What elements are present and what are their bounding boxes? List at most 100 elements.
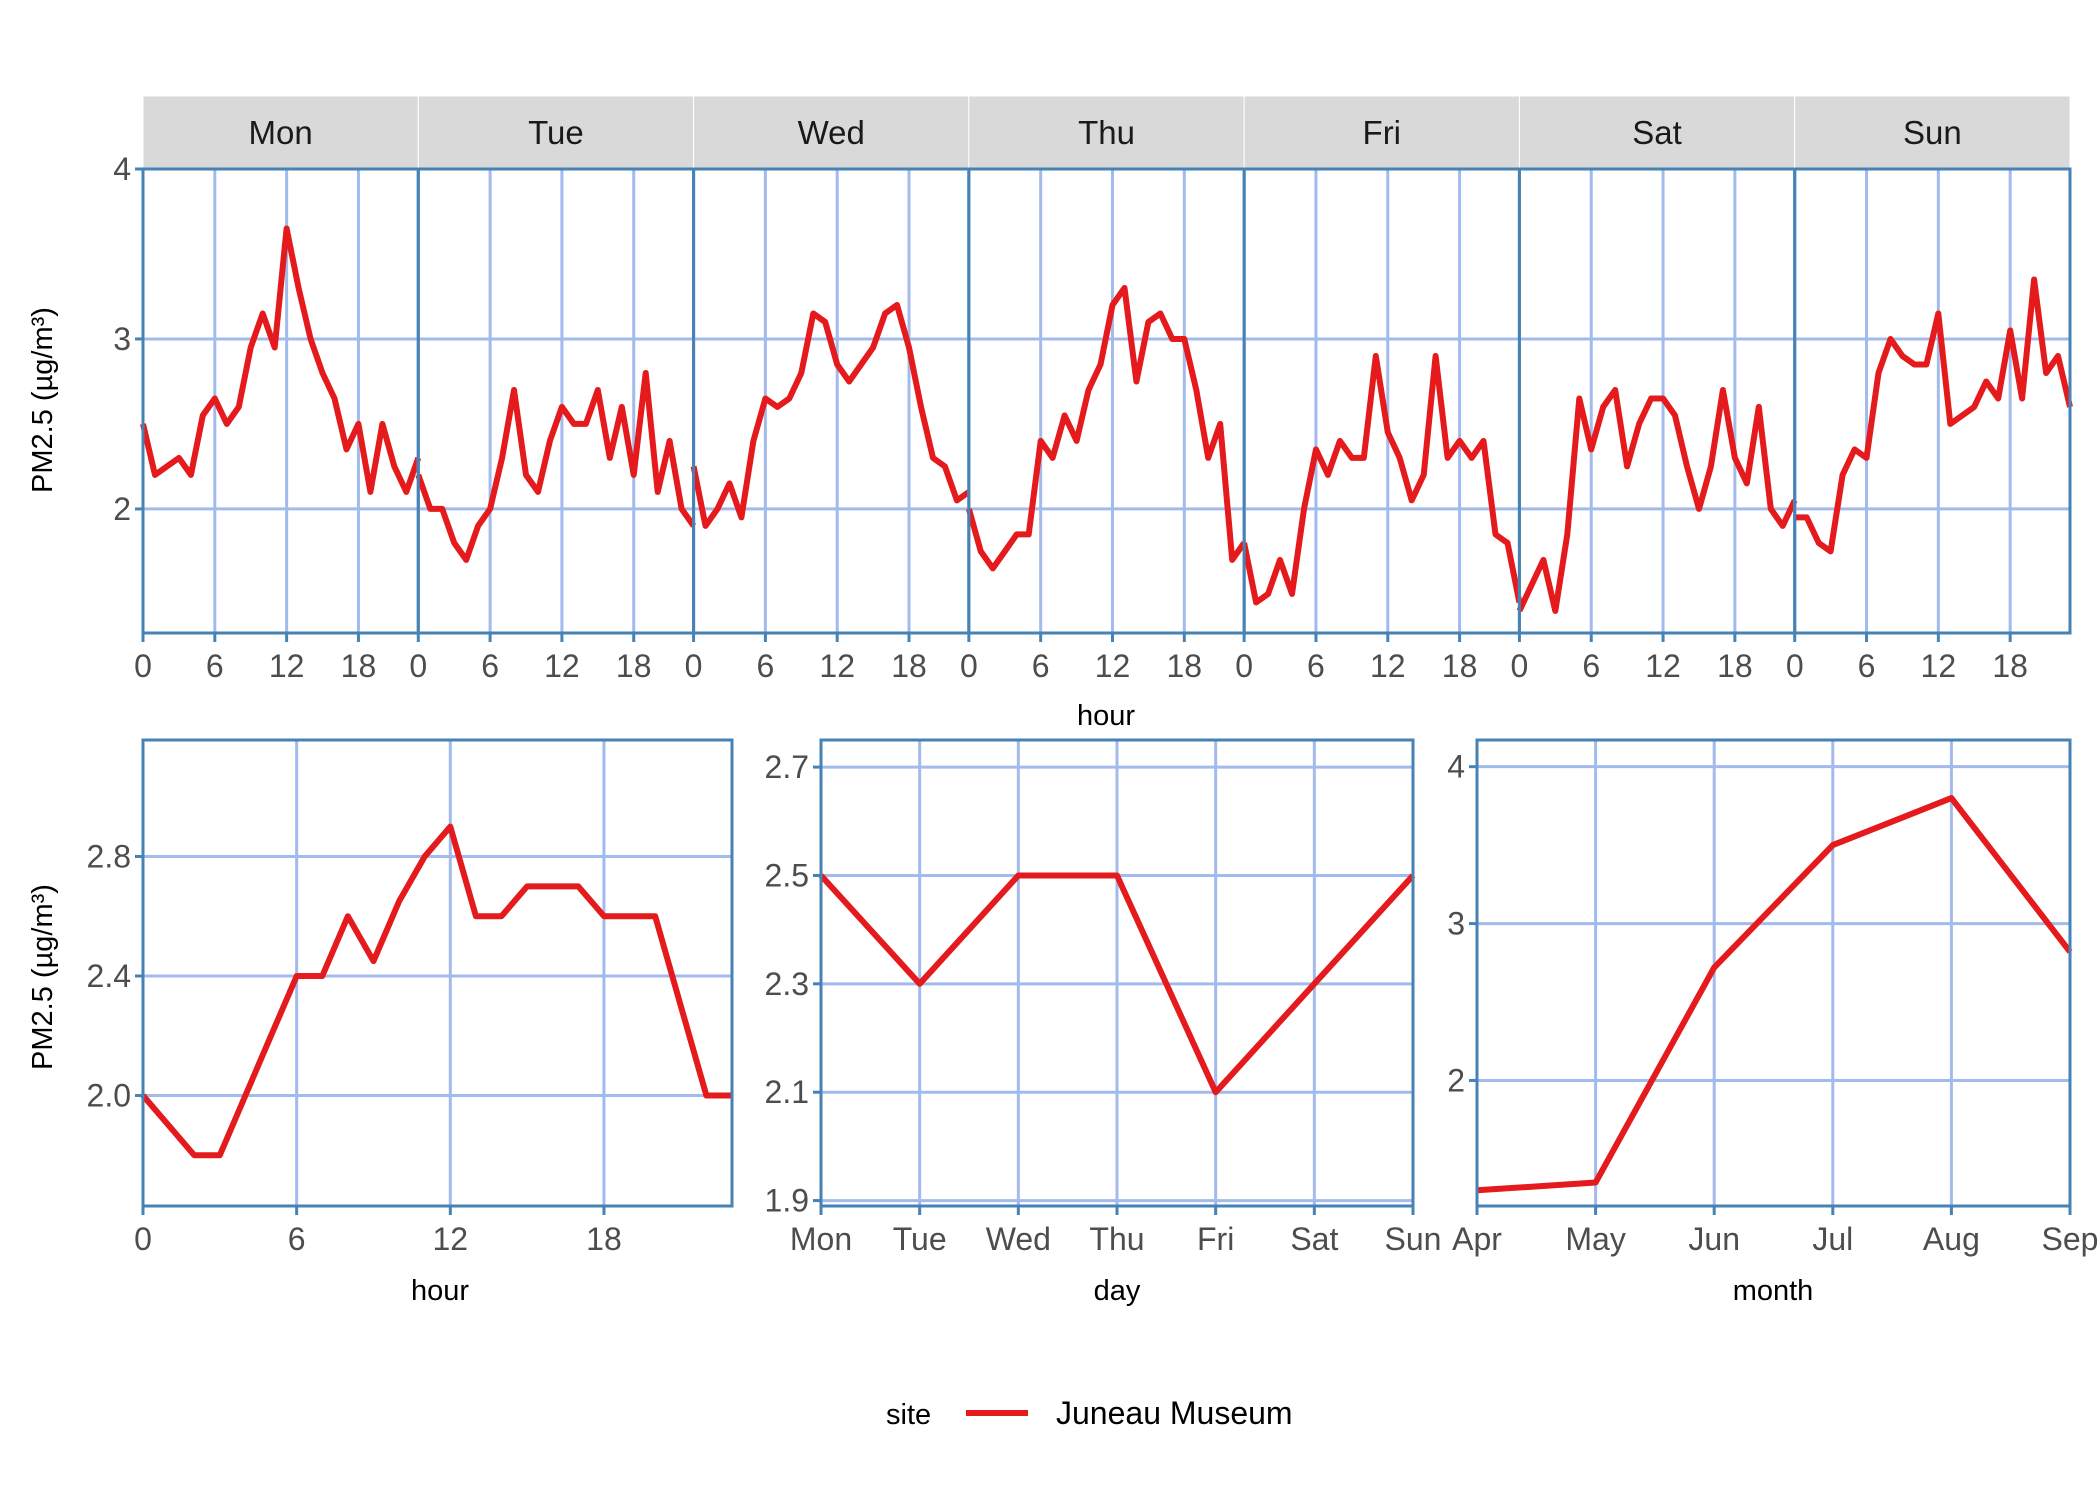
x-tick-label: 18	[341, 648, 377, 684]
series-line-wed	[690, 302, 971, 529]
x-tick-label: 6	[1032, 648, 1050, 684]
top-x-axis-title: hour	[1077, 700, 1135, 732]
x-tick-label: Jul	[1812, 1221, 1853, 1257]
x-tick-label: 6	[1582, 648, 1600, 684]
y-tick-label: 3	[1447, 906, 1465, 942]
x-tick-label: Aug	[1923, 1221, 1980, 1257]
legend-label: Juneau Museum	[1056, 1395, 1293, 1431]
series-line	[1476, 795, 2073, 1194]
facet-strip	[1243, 95, 1520, 170]
facet-strip-label: Fri	[1363, 114, 1401, 151]
y-tick-label: 4	[113, 151, 131, 187]
series-line-sun	[1794, 276, 2073, 555]
facet-strip	[1518, 95, 1796, 170]
series-line	[818, 872, 1416, 1096]
y-tick-label: 2.5	[765, 857, 809, 893]
x-tick-label: 12	[1921, 648, 1957, 684]
panel-border	[141, 738, 734, 1208]
panel-border	[1793, 167, 2072, 635]
series-line-mon	[140, 225, 422, 495]
legend: site Juneau Museum	[886, 1395, 1293, 1431]
panel-border	[967, 167, 1246, 635]
x-tick-label: 18	[891, 648, 927, 684]
panel-border	[1475, 738, 2072, 1208]
facet-panel-wed: Wed 0 6 12 18	[685, 95, 971, 684]
series-line	[140, 823, 732, 1159]
facet-strip-label: Sat	[1632, 114, 1682, 151]
x-tick-label: 6	[288, 1221, 306, 1257]
x-tick-label: 0	[685, 648, 703, 684]
series-line-fri	[1241, 353, 1523, 606]
x-tick-label: 12	[433, 1221, 469, 1257]
month-panel: 2 3 4 Apr May Jun Jul Aug Sep	[1447, 738, 2099, 1257]
x-tick-label: 6	[1307, 648, 1325, 684]
bottom-y-axis-title: PM2.5 (µg/m³)	[27, 884, 59, 1070]
facet-strip-label: Mon	[249, 114, 313, 151]
x-tick-label: 0	[1786, 648, 1804, 684]
y-tick-label: 4	[1447, 749, 1465, 785]
series-line-tue	[415, 370, 697, 563]
top-y-axis-title: PM2.5 (µg/m³)	[27, 307, 59, 493]
series-line-thu	[966, 285, 1247, 572]
y-tick-label: 2.4	[87, 958, 131, 994]
x-tick-label: 18	[1167, 648, 1203, 684]
x-tick-label: 0	[1511, 648, 1529, 684]
x-tick-label: 18	[1442, 648, 1478, 684]
x-tick-label: 12	[1645, 648, 1681, 684]
facet-panel-fri: Fri 0 6 12 18	[1235, 95, 1523, 684]
x-tick-label: 0	[409, 648, 427, 684]
x-tick-label: Thu	[1089, 1221, 1144, 1257]
x-tick-label: 18	[1717, 648, 1753, 684]
x-tick-label: 12	[1370, 648, 1406, 684]
facet-panel-sat: Sat 0 6 12 18	[1511, 95, 1798, 684]
y-tick-label: 1.9	[765, 1183, 809, 1219]
facet-strip-label: Thu	[1078, 114, 1135, 151]
x-tick-label: 0	[960, 648, 978, 684]
x-tick-label: Jun	[1688, 1221, 1740, 1257]
y-tick-label: 2.7	[765, 749, 809, 785]
x-tick-label: 18	[616, 648, 652, 684]
facet-strip-label: Sun	[1903, 114, 1962, 151]
y-tick-label: 2	[1447, 1062, 1465, 1098]
y-tick-label: 2.3	[765, 966, 809, 1002]
facet-panel-tue: Tue 0 6 12 18	[409, 95, 697, 684]
x-tick-label: 12	[544, 648, 580, 684]
y-tick-label: 2.1	[765, 1074, 809, 1110]
x-tick-label: Sep	[2042, 1221, 2099, 1257]
y-tick-label: 2.0	[87, 1077, 131, 1113]
y-tick-label: 2.8	[87, 839, 131, 875]
facet-strip	[968, 95, 1245, 170]
hour-x-axis-title: hour	[411, 1275, 469, 1307]
x-tick-label: 0	[134, 648, 152, 684]
x-tick-label: 18	[1992, 648, 2028, 684]
facet-strip-label: Wed	[798, 114, 865, 151]
panel-border	[819, 738, 1415, 1208]
x-tick-label: 18	[586, 1221, 622, 1257]
x-tick-label: 0	[134, 1221, 152, 1257]
x-tick-label: Mon	[790, 1221, 852, 1257]
y-tick-label: 3	[113, 321, 131, 357]
x-tick-label: 6	[481, 648, 499, 684]
panel-border	[141, 167, 420, 635]
x-tick-label: Tue	[893, 1221, 947, 1257]
x-tick-label: Wed	[986, 1221, 1051, 1257]
day-x-axis-title: day	[1094, 1275, 1141, 1307]
series-line-sat	[1516, 387, 1798, 614]
day-panel: 1.9 2.1 2.3 2.5 2.7 Mon Tue Wed Thu Fri Sat Sun	[765, 738, 1441, 1257]
facet-panel-mon: Mon 2 3 4 0 6 12 18	[113, 95, 422, 684]
x-tick-label: 0	[1235, 648, 1253, 684]
x-tick-label: May	[1565, 1221, 1625, 1257]
x-tick-label: Apr	[1452, 1221, 1502, 1257]
facet-panel-thu: Thu 0 6 12 18	[960, 95, 1247, 684]
x-tick-label: 6	[756, 648, 774, 684]
panel-border	[416, 167, 696, 635]
facet-panel-sun: Sun 0 6 12 18	[1786, 95, 2073, 684]
x-tick-label: 6	[1858, 648, 1876, 684]
x-tick-label: Sat	[1290, 1221, 1338, 1257]
legend-title: site	[886, 1399, 931, 1431]
month-x-axis-title: month	[1733, 1275, 1814, 1307]
y-tick-label: 2	[113, 491, 131, 527]
x-tick-label: Fri	[1197, 1221, 1234, 1257]
panel-border	[692, 167, 971, 635]
